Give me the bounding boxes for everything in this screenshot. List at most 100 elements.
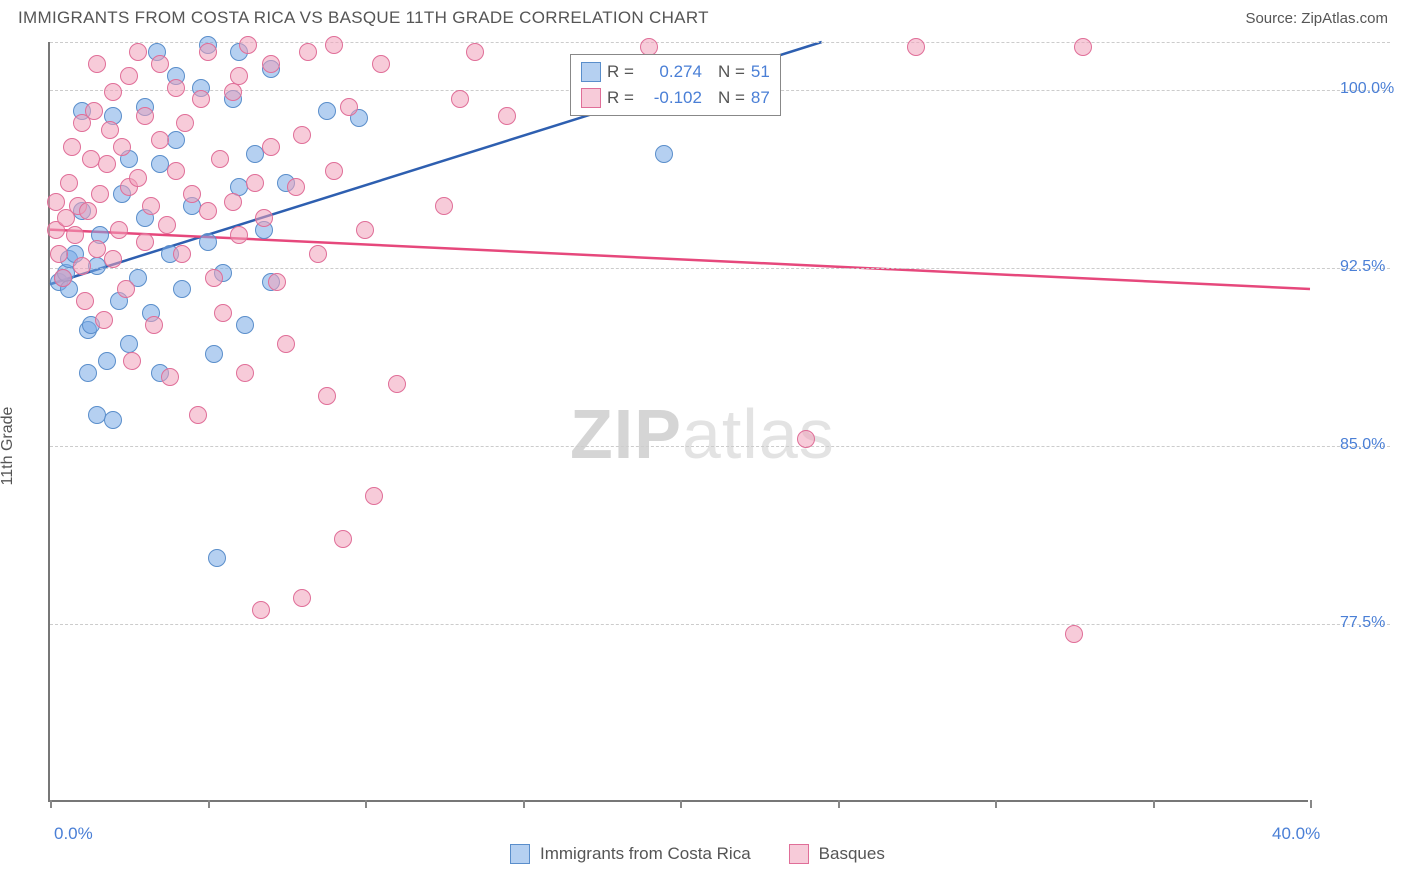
x-tick bbox=[523, 800, 525, 808]
scatter-point-basques bbox=[214, 304, 232, 322]
scatter-point-basques bbox=[104, 83, 122, 101]
trend-lines-layer bbox=[50, 42, 1308, 800]
legend-stats-row-costarica: R =0.274N =51 bbox=[581, 59, 770, 85]
chart-title: IMMIGRANTS FROM COSTA RICA VS BASQUE 11T… bbox=[18, 8, 709, 28]
scatter-point-basques bbox=[262, 138, 280, 156]
scatter-point-basques bbox=[167, 79, 185, 97]
scatter-point-basques bbox=[161, 368, 179, 386]
x-tick bbox=[50, 800, 52, 808]
scatter-point-basques bbox=[268, 273, 286, 291]
scatter-point-basques bbox=[199, 202, 217, 220]
chart-header: IMMIGRANTS FROM COSTA RICA VS BASQUE 11T… bbox=[0, 0, 1406, 32]
scatter-point-basques bbox=[388, 375, 406, 393]
scatter-point-basques bbox=[318, 387, 336, 405]
scatter-point-basques bbox=[151, 131, 169, 149]
scatter-point-basques bbox=[142, 197, 160, 215]
scatter-point-basques bbox=[76, 292, 94, 310]
scatter-point-basques bbox=[293, 589, 311, 607]
scatter-point-basques bbox=[252, 601, 270, 619]
scatter-point-basques bbox=[325, 36, 343, 54]
legend-r-value: -0.102 bbox=[640, 88, 702, 108]
legend-r-value: 0.274 bbox=[640, 62, 702, 82]
scatter-point-basques bbox=[205, 269, 223, 287]
scatter-point-basques bbox=[466, 43, 484, 61]
y-tick-label: 85.0% bbox=[1340, 436, 1385, 454]
scatter-point-basques bbox=[340, 98, 358, 116]
y-tick-label: 100.0% bbox=[1340, 80, 1394, 98]
scatter-point-basques bbox=[325, 162, 343, 180]
scatter-point-basques bbox=[246, 174, 264, 192]
scatter-point-costarica bbox=[167, 131, 185, 149]
scatter-point-basques bbox=[309, 245, 327, 263]
scatter-point-basques bbox=[60, 174, 78, 192]
legend-stats-box: R =0.274N =51R =-0.102N =87 bbox=[570, 54, 781, 116]
x-tick bbox=[1153, 800, 1155, 808]
scatter-point-basques bbox=[113, 138, 131, 156]
scatter-point-basques bbox=[230, 226, 248, 244]
scatter-point-basques bbox=[151, 55, 169, 73]
x-tick-label: 0.0% bbox=[54, 824, 93, 844]
scatter-point-basques bbox=[262, 55, 280, 73]
chart-source: Source: ZipAtlas.com bbox=[1245, 10, 1388, 27]
scatter-point-costarica bbox=[199, 233, 217, 251]
scatter-point-basques bbox=[183, 185, 201, 203]
x-tick bbox=[680, 800, 682, 808]
legend-stats-row-basques: R =-0.102N =87 bbox=[581, 85, 770, 111]
scatter-point-basques bbox=[199, 43, 217, 61]
scatter-point-basques bbox=[104, 250, 122, 268]
legend-n-label: N = bbox=[718, 62, 745, 82]
scatter-point-basques bbox=[224, 193, 242, 211]
scatter-point-basques bbox=[47, 193, 65, 211]
scatter-point-costarica bbox=[318, 102, 336, 120]
scatter-point-basques bbox=[129, 43, 147, 61]
scatter-point-basques bbox=[211, 150, 229, 168]
scatter-point-basques bbox=[158, 216, 176, 234]
legend-swatch bbox=[581, 62, 601, 82]
scatter-point-basques bbox=[79, 202, 97, 220]
scatter-point-basques bbox=[136, 233, 154, 251]
x-tick bbox=[208, 800, 210, 808]
scatter-point-basques bbox=[167, 162, 185, 180]
scatter-point-basques bbox=[117, 280, 135, 298]
scatter-point-basques bbox=[356, 221, 374, 239]
scatter-point-basques bbox=[145, 316, 163, 334]
legend-series-name: Immigrants from Costa Rica bbox=[540, 844, 751, 864]
scatter-point-basques bbox=[189, 406, 207, 424]
scatter-point-basques bbox=[299, 43, 317, 61]
scatter-point-basques bbox=[63, 138, 81, 156]
scatter-point-basques bbox=[293, 126, 311, 144]
scatter-point-basques bbox=[176, 114, 194, 132]
scatter-point-basques bbox=[435, 197, 453, 215]
legend-swatch bbox=[581, 88, 601, 108]
scatter-point-basques bbox=[73, 257, 91, 275]
scatter-point-costarica bbox=[173, 280, 191, 298]
scatter-point-basques bbox=[54, 269, 72, 287]
scatter-point-costarica bbox=[120, 335, 138, 353]
scatter-point-basques bbox=[50, 245, 68, 263]
legend-swatch-basques bbox=[789, 844, 809, 864]
scatter-point-costarica bbox=[79, 364, 97, 382]
gridline-horizontal bbox=[50, 446, 1390, 447]
gridline-horizontal bbox=[50, 624, 1390, 625]
scatter-point-basques bbox=[123, 352, 141, 370]
scatter-point-basques bbox=[365, 487, 383, 505]
scatter-point-basques bbox=[136, 107, 154, 125]
scatter-point-basques bbox=[98, 155, 116, 173]
scatter-point-basques bbox=[101, 121, 119, 139]
legend-r-label: R = bbox=[607, 62, 634, 82]
scatter-point-basques bbox=[1065, 625, 1083, 643]
legend-series-name: Basques bbox=[819, 844, 885, 864]
scatter-point-basques bbox=[120, 67, 138, 85]
scatter-point-basques bbox=[224, 83, 242, 101]
scatter-point-basques bbox=[236, 364, 254, 382]
scatter-point-costarica bbox=[236, 316, 254, 334]
chart-container: 11th Grade ZIPatlas 77.5%85.0%92.5%100.0… bbox=[0, 32, 1406, 842]
x-tick bbox=[365, 800, 367, 808]
scatter-point-basques bbox=[334, 530, 352, 548]
scatter-point-basques bbox=[907, 38, 925, 56]
scatter-point-basques bbox=[129, 169, 147, 187]
scatter-point-basques bbox=[110, 221, 128, 239]
scatter-point-costarica bbox=[205, 345, 223, 363]
legend-swatch-costarica bbox=[510, 844, 530, 864]
x-tick bbox=[995, 800, 997, 808]
